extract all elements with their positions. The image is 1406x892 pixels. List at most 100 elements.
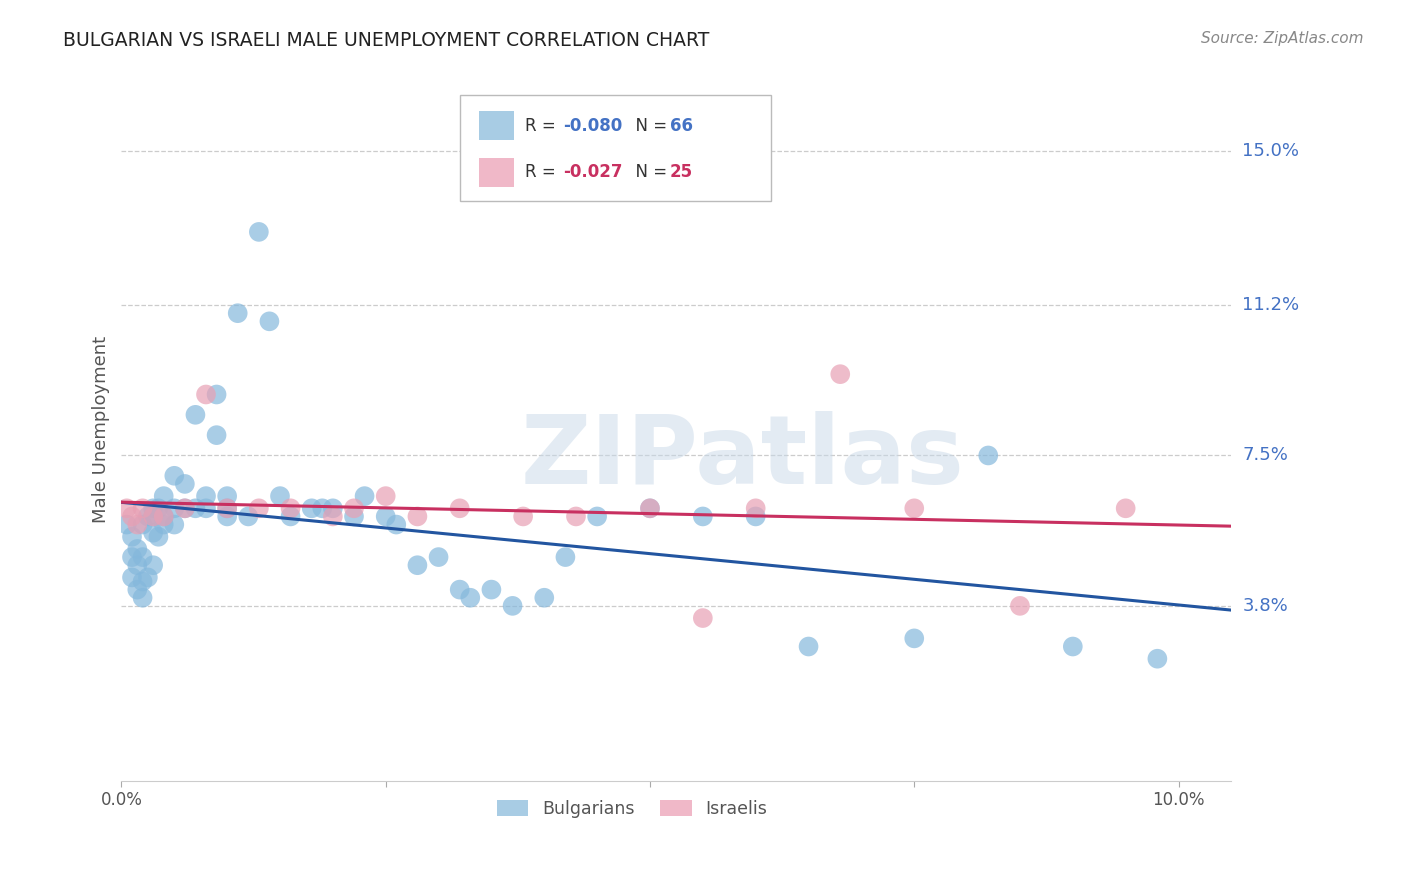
Point	[152, 517, 174, 532]
Point	[744, 509, 766, 524]
Point	[121, 570, 143, 584]
Point	[449, 501, 471, 516]
Point	[127, 582, 149, 597]
Point	[586, 509, 609, 524]
Text: 66: 66	[669, 117, 693, 135]
Text: R =: R =	[526, 117, 561, 135]
Point	[115, 501, 138, 516]
Point	[121, 509, 143, 524]
Point	[238, 509, 260, 524]
Text: N =: N =	[626, 117, 672, 135]
Point	[163, 501, 186, 516]
Point	[692, 611, 714, 625]
FancyBboxPatch shape	[479, 158, 515, 187]
Point	[142, 509, 165, 524]
Point	[217, 489, 239, 503]
Text: N =: N =	[626, 163, 672, 181]
Text: -0.027: -0.027	[564, 163, 623, 181]
Point	[406, 509, 429, 524]
Text: 15.0%: 15.0%	[1243, 142, 1299, 160]
Point	[903, 501, 925, 516]
Point	[1062, 640, 1084, 654]
Point	[280, 501, 302, 516]
Point	[533, 591, 555, 605]
Text: 3.8%: 3.8%	[1243, 597, 1288, 615]
Point	[217, 501, 239, 516]
Point	[247, 225, 270, 239]
Point	[205, 387, 228, 401]
Text: R =: R =	[526, 163, 561, 181]
Point	[184, 501, 207, 516]
Point	[131, 501, 153, 516]
Point	[195, 501, 218, 516]
Point	[205, 428, 228, 442]
Point	[127, 517, 149, 532]
Point	[173, 501, 195, 516]
Point	[131, 517, 153, 532]
Point	[502, 599, 524, 613]
Point	[226, 306, 249, 320]
Point	[127, 541, 149, 556]
Text: -0.080: -0.080	[564, 117, 623, 135]
Point	[301, 501, 323, 516]
Legend: Bulgarians, Israelis: Bulgarians, Israelis	[489, 793, 775, 825]
Point	[343, 509, 366, 524]
Point	[638, 501, 661, 516]
Point	[1146, 651, 1168, 665]
Point	[173, 501, 195, 516]
Point	[142, 509, 165, 524]
Point	[744, 501, 766, 516]
Text: 25: 25	[669, 163, 693, 181]
FancyBboxPatch shape	[479, 111, 515, 140]
Point	[374, 489, 396, 503]
Text: 11.2%: 11.2%	[1243, 296, 1299, 314]
Point	[152, 489, 174, 503]
Point	[121, 530, 143, 544]
Text: Source: ZipAtlas.com: Source: ZipAtlas.com	[1201, 31, 1364, 46]
Point	[115, 517, 138, 532]
Point	[406, 558, 429, 573]
Point	[311, 501, 333, 516]
Point	[152, 509, 174, 524]
Point	[195, 387, 218, 401]
Point	[449, 582, 471, 597]
Point	[385, 517, 408, 532]
Point	[343, 501, 366, 516]
Point	[259, 314, 281, 328]
Point	[269, 489, 291, 503]
Point	[142, 525, 165, 540]
Point	[195, 489, 218, 503]
Point	[322, 509, 344, 524]
Point	[131, 550, 153, 565]
Point	[131, 574, 153, 589]
Point	[374, 509, 396, 524]
Point	[797, 640, 820, 654]
Point	[1115, 501, 1137, 516]
Point	[173, 477, 195, 491]
Point	[217, 501, 239, 516]
Point	[692, 509, 714, 524]
FancyBboxPatch shape	[460, 95, 770, 201]
Point	[427, 550, 450, 565]
Point	[353, 489, 375, 503]
Point	[512, 509, 534, 524]
Point	[481, 582, 503, 597]
Point	[127, 558, 149, 573]
Point	[1008, 599, 1031, 613]
Point	[280, 509, 302, 524]
Point	[142, 558, 165, 573]
Y-axis label: Male Unemployment: Male Unemployment	[93, 335, 110, 523]
Point	[247, 501, 270, 516]
Point	[554, 550, 576, 565]
Point	[136, 509, 159, 524]
Point	[163, 517, 186, 532]
Point	[977, 449, 1000, 463]
Point	[148, 530, 170, 544]
Point	[121, 550, 143, 565]
Text: BULGARIAN VS ISRAELI MALE UNEMPLOYMENT CORRELATION CHART: BULGARIAN VS ISRAELI MALE UNEMPLOYMENT C…	[63, 31, 710, 50]
Point	[131, 591, 153, 605]
Point	[136, 570, 159, 584]
Point	[163, 468, 186, 483]
Point	[638, 501, 661, 516]
Point	[152, 509, 174, 524]
